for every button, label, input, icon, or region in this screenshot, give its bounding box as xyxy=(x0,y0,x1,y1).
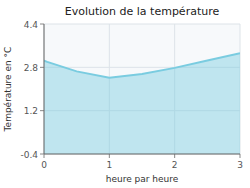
x-tick xyxy=(174,154,175,158)
x-tick-label: 0 xyxy=(41,160,47,170)
x-tick-label: 3 xyxy=(237,160,243,170)
y-tick-label: -0.4 xyxy=(20,150,38,160)
chart-svg: -0.4 1.2 2.8 4.4 0 1 2 3 Evolution de la tempéra… xyxy=(0,0,250,188)
x-tick xyxy=(109,154,110,158)
x-tick xyxy=(44,154,45,158)
y-tick-label: 1.2 xyxy=(24,106,38,116)
y-tick xyxy=(40,154,44,155)
chart-container: -0.4 1.2 2.8 4.4 0 1 2 3 Evolution de la tempéra… xyxy=(0,0,250,188)
y-axis xyxy=(44,24,45,154)
x-axis-label: heure par heure xyxy=(106,174,179,184)
y-tick xyxy=(40,110,44,111)
area xyxy=(44,53,240,154)
data-group xyxy=(44,53,240,154)
y-grid-line xyxy=(44,24,240,25)
grid xyxy=(44,24,240,154)
x-tick xyxy=(240,154,241,158)
plot-background xyxy=(44,24,240,154)
y-grid-line xyxy=(44,154,240,155)
y-tick-label: 4.4 xyxy=(24,20,39,30)
x-grid-line xyxy=(44,24,45,154)
x-tick-label: 2 xyxy=(172,160,178,170)
y-tick xyxy=(40,24,44,25)
x-tick-label: 1 xyxy=(106,160,112,170)
title: Evolution de la température xyxy=(65,5,220,18)
x-axis xyxy=(44,154,240,155)
line xyxy=(44,53,240,77)
y-axis-label: Température en °C xyxy=(3,47,13,133)
y-tick-label: 2.8 xyxy=(24,63,39,73)
y-tick xyxy=(40,67,44,68)
